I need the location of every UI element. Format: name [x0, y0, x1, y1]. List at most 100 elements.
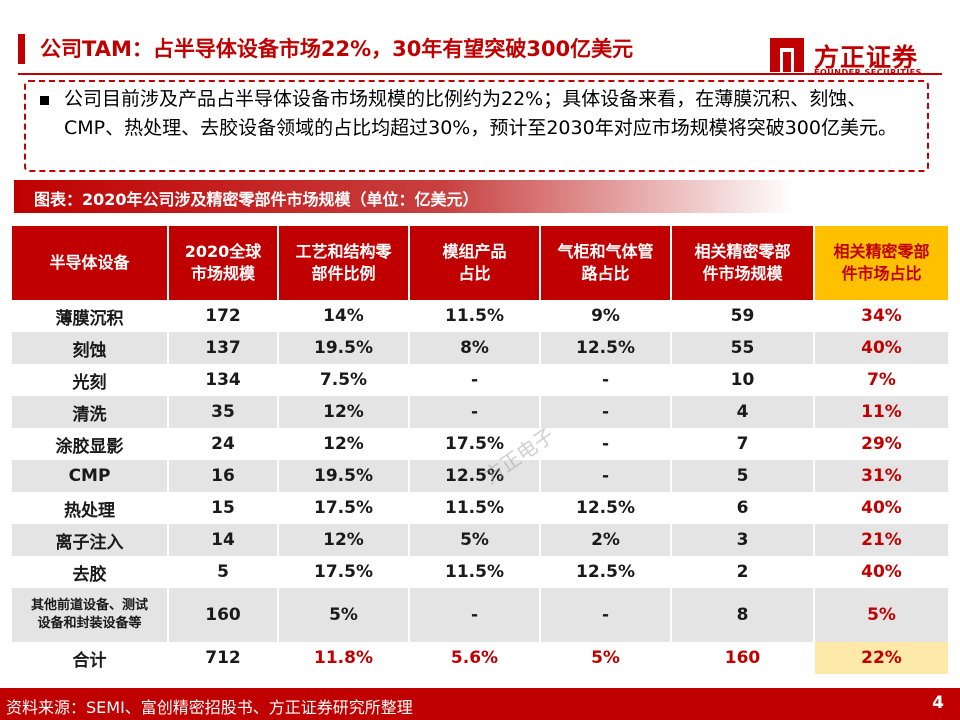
column-header: 工艺和结构零 部件比例 — [279, 226, 410, 300]
table-row: 热处理 15 17.5% 11.5% 12.5% 6 40% — [12, 492, 948, 524]
table-row: CMP 16 19.5% 12.5% -5 31% — [12, 460, 948, 492]
column-header-line: 气柜和气体管 — [557, 242, 654, 261]
market-cell: 14 — [169, 524, 279, 556]
column-header-line: 部件比例 — [311, 264, 376, 283]
total-gas-cell: 5% — [541, 642, 672, 674]
equipment-name-line: 刻蚀 — [72, 340, 107, 361]
equipment-name-cell: 去胶 — [12, 556, 169, 588]
size-cell: 7 — [672, 428, 815, 460]
share-cell: 40% — [861, 562, 902, 582]
column-header: 相关精密零部 件市场规模 — [672, 226, 815, 300]
column-header-line: 占比 — [458, 264, 491, 283]
share-cell: 29% — [861, 434, 902, 454]
module-cell: - — [410, 396, 541, 428]
market-size-table: 半导体设备 2020全球 市场规模 工艺和结构零 部件比例 模组产品 占比 气柜和气体管 路占比… — [12, 226, 948, 674]
market-cell: 16 — [169, 460, 279, 492]
total-share-cell: 22% — [815, 642, 948, 674]
size-cell: 8 — [672, 588, 815, 642]
share-cell: 40% — [861, 498, 902, 518]
market-cell: 160 — [169, 588, 279, 642]
column-header: 半导体设备 — [12, 226, 169, 300]
market-cell: 5 — [169, 556, 279, 588]
founder-logo: 方正证券 FOUNDER SECURITIES — [770, 38, 950, 77]
equipment-name-cell: CMP — [12, 460, 169, 492]
module-cell: - — [410, 588, 541, 642]
equipment-name-line: 热处理 — [64, 500, 115, 521]
share-cell: 11% — [815, 396, 948, 428]
process-cell: 12% — [279, 524, 410, 556]
share-cell: 34% — [861, 306, 902, 326]
share-cell: 21% — [815, 524, 948, 556]
gas-cell: 12.5% — [541, 492, 672, 524]
share-cell: 7% — [867, 370, 896, 390]
equipment-name-line: 涂胶显影 — [55, 436, 124, 457]
market-cell: 24 — [169, 428, 279, 460]
module-cell: 5% — [410, 524, 541, 556]
market-cell: 137 — [169, 332, 279, 364]
chart-title-banner: 图表：2020年公司涉及精密零部件市场规模（单位：亿美元） — [14, 180, 794, 213]
column-header: 模组产品 占比 — [410, 226, 541, 300]
equipment-name-cell: 热处理 — [12, 492, 169, 524]
market-cell: 172 — [169, 300, 279, 332]
equipment-name-line: 薄膜沉积 — [55, 308, 124, 329]
column-header-line: 半导体设备 — [49, 253, 130, 272]
module-cell: 8% — [410, 332, 541, 364]
page-number: 4 — [932, 693, 944, 713]
share-cell: 31% — [815, 460, 948, 492]
column-header-line: 相关精密零部 — [694, 242, 791, 261]
market-cell: 134 — [169, 364, 279, 396]
total-size-cell: 160 — [672, 642, 815, 674]
size-cell: 6 — [672, 492, 815, 524]
logo-text-en: FOUNDER SECURITIES — [814, 68, 922, 77]
table-row: 清洗 35 12% - -4 11% — [12, 396, 948, 428]
gas-cell: - — [541, 428, 672, 460]
equipment-name-line: 离子注入 — [55, 532, 124, 553]
table-row: 其他前道设备、测试 设备和封装设备等 160 5% - -8 5% — [12, 588, 948, 642]
column-header-line: 工艺和结构零 — [295, 242, 392, 261]
size-cell: 5 — [672, 460, 815, 492]
summary-box: 公司目前涉及产品占半导体设备市场规模的比例约为22%；具体设备来看，在薄膜沉积、… — [24, 80, 929, 172]
column-header-line: 模组产品 — [442, 242, 507, 261]
module-cell: - — [410, 364, 541, 396]
size-cell: 4 — [672, 396, 815, 428]
process-cell: 17.5% — [279, 556, 410, 588]
summary-text: 公司目前涉及产品占半导体设备市场规模的比例约为22%；具体设备来看，在薄膜沉积、… — [64, 88, 897, 139]
module-cell: 11.5% — [410, 556, 541, 588]
equipment-name-line: 清洗 — [72, 404, 107, 425]
table-header-row: 半导体设备 2020全球 市场规模 工艺和结构零 部件比例 模组产品 占比 气柜和气体管 路占比… — [12, 226, 948, 300]
gas-cell: 2% — [541, 524, 672, 556]
equipment-name-line: 去胶 — [72, 564, 107, 585]
square-bullet-icon — [40, 96, 49, 105]
gas-cell: 12.5% — [541, 556, 672, 588]
total-name-cell: 合计 — [12, 642, 169, 674]
table-row: 涂胶显影 24 12% 17.5% -7 29% — [12, 428, 948, 460]
equipment-name-cell: 刻蚀 — [12, 332, 169, 364]
process-cell: 17.5% — [279, 492, 410, 524]
total-row: 合计 712 11.8% 5.6% 5% 160 22% — [12, 642, 948, 674]
size-cell: 10 — [672, 364, 815, 396]
size-cell: 2 — [672, 556, 815, 588]
share-cell: 40% — [815, 332, 948, 364]
logo-text-cn: 方正证券 — [814, 43, 919, 72]
column-header-line: 相关精密零部 — [833, 242, 930, 261]
gas-cell: 12.5% — [541, 332, 672, 364]
column-header-line: 路占比 — [581, 264, 630, 283]
size-cell: 3 — [672, 524, 815, 556]
process-cell: 12% — [279, 428, 410, 460]
equipment-name-line: 设备和封装设备等 — [37, 616, 142, 631]
table-row: 薄膜沉积 172 14% 11.5% 9% 59 34% — [12, 300, 948, 332]
source-note: 资料来源：SEMI、富创精密招股书、方正证券研究所整理 — [6, 698, 413, 717]
equipment-name-cell: 涂胶显影 — [12, 428, 169, 460]
column-header: 2020全球 市场规模 — [169, 226, 279, 300]
equipment-name-line: 其他前道设备、测试 — [30, 598, 148, 613]
gas-cell: - — [541, 396, 672, 428]
equipment-name-cell: 薄膜沉积 — [12, 300, 169, 332]
equipment-name-line: 光刻 — [72, 372, 107, 393]
founder-logo-icon — [770, 38, 804, 72]
equipment-name-cell: 光刻 — [12, 364, 169, 396]
total-module-cell: 5.6% — [410, 642, 541, 674]
process-cell: 12% — [279, 396, 410, 428]
share-cell: 5% — [815, 588, 948, 642]
column-header-line: 件市场占比 — [841, 264, 922, 283]
gas-cell: - — [541, 588, 672, 642]
